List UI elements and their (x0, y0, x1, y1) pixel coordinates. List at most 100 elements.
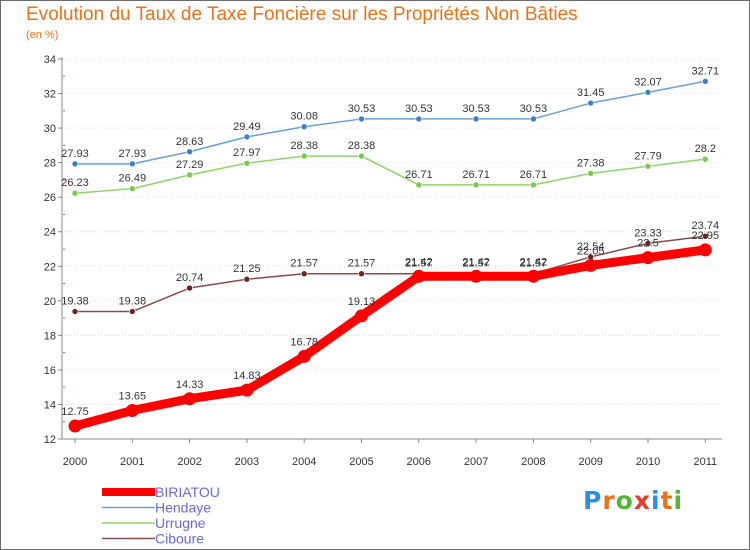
data-point (526, 269, 540, 283)
x-tick-label: 2002 (177, 456, 201, 468)
data-point (71, 160, 79, 168)
data-point (358, 152, 365, 160)
x-tick-label: 2007 (464, 456, 488, 468)
data-label: 32.71 (692, 65, 720, 77)
data-label: 22.5 (637, 238, 658, 250)
data-label: 22.05 (577, 245, 605, 257)
data-point (129, 160, 136, 168)
y-tick-label: 28 (44, 158, 56, 170)
data-label: 13.65 (119, 391, 147, 403)
x-tick-label: 2003 (235, 456, 259, 468)
data-point (415, 115, 423, 123)
x-tick-label: 2000 (63, 456, 87, 468)
data-label: 14.33 (176, 379, 204, 391)
data-point (297, 349, 311, 363)
data-label: 27.97 (233, 147, 261, 159)
data-point (240, 383, 254, 397)
data-point (355, 309, 368, 323)
data-point (701, 232, 709, 240)
y-tick-label: 20 (44, 296, 56, 308)
logo-letter: t (660, 486, 674, 515)
data-label: 27.79 (634, 150, 662, 162)
data-point (300, 270, 308, 278)
data-point (587, 170, 595, 177)
data-point (644, 240, 652, 247)
legend-label: BIRIATOU (155, 484, 220, 500)
data-point (186, 171, 193, 179)
data-label: 30.53 (405, 103, 433, 115)
data-label: 21.42 (462, 256, 490, 268)
y-tick-label: 18 (44, 330, 56, 342)
data-label: 26.23 (61, 177, 89, 189)
logo-letter: i (651, 486, 661, 515)
data-label: 32.07 (634, 76, 662, 88)
data-label: 23.74 (692, 220, 720, 232)
data-label: 26.71 (462, 169, 490, 181)
logo-letter: x (633, 486, 651, 515)
series-line-urrugne (74, 155, 707, 194)
x-tick-label: 2011 (693, 456, 717, 468)
data-point (584, 258, 598, 272)
data-label: 16.78 (290, 336, 318, 348)
data-label: 19.38 (119, 296, 147, 308)
data-label: 30.53 (348, 103, 376, 115)
data-point (358, 270, 365, 278)
data-point (415, 181, 423, 189)
data-point (472, 115, 480, 123)
data-label: 26.49 (119, 173, 147, 185)
y-tick-label: 16 (44, 365, 56, 377)
data-label: 21.57 (348, 258, 376, 270)
logo-letter: o (615, 486, 634, 515)
legend-label: Ciboure (155, 531, 204, 547)
data-label: 26.71 (520, 169, 548, 181)
data-point (530, 181, 537, 189)
data-label: 22.54 (577, 241, 605, 253)
series-line-biriatou (70, 245, 710, 431)
data-point (186, 148, 193, 156)
data-point (641, 251, 655, 265)
logo-letter: r (602, 486, 616, 515)
data-label: 21.25 (233, 263, 261, 275)
data-label: 27.29 (176, 159, 204, 171)
series-line-hendaye (74, 80, 707, 165)
unit-label: (en %) (26, 29, 59, 41)
data-label: 28.38 (290, 140, 318, 152)
data-label: 21.42 (520, 256, 548, 268)
x-tick-label: 2005 (349, 456, 373, 468)
data-label: 21.57 (405, 258, 433, 270)
data-point (698, 243, 712, 257)
data-point (644, 89, 652, 96)
data-point (243, 275, 251, 283)
data-point (701, 155, 709, 163)
data-label: 12.75 (61, 406, 89, 418)
data-point (530, 115, 537, 123)
data-label: 21.57 (290, 258, 318, 270)
logo-letter: P (583, 486, 603, 515)
data-label: 22.95 (692, 230, 720, 242)
y-tick-label: 12 (44, 434, 56, 446)
y-tick-label: 26 (44, 192, 56, 204)
data-point (644, 162, 652, 170)
y-tick-label: 30 (44, 123, 56, 135)
data-point (68, 419, 82, 433)
data-point (300, 152, 308, 160)
data-label: 31.45 (577, 87, 605, 99)
data-point (243, 133, 251, 141)
data-point (183, 392, 197, 406)
data-point (129, 308, 136, 315)
legend-label: Urrugne (155, 515, 206, 531)
x-tick-label: 2001 (120, 456, 144, 468)
data-point (243, 159, 251, 167)
data-point (701, 77, 709, 85)
data-label: 26.71 (405, 169, 433, 181)
data-point (71, 189, 79, 197)
x-tick-label: 2006 (407, 456, 431, 468)
y-tick-label: 32 (44, 89, 56, 101)
y-tick-label: 34 (44, 54, 56, 66)
data-label: 19.13 (348, 296, 376, 308)
data-label: 27.93 (119, 148, 147, 160)
x-tick-label: 2009 (578, 456, 602, 468)
data-label: 21.42 (405, 256, 433, 268)
